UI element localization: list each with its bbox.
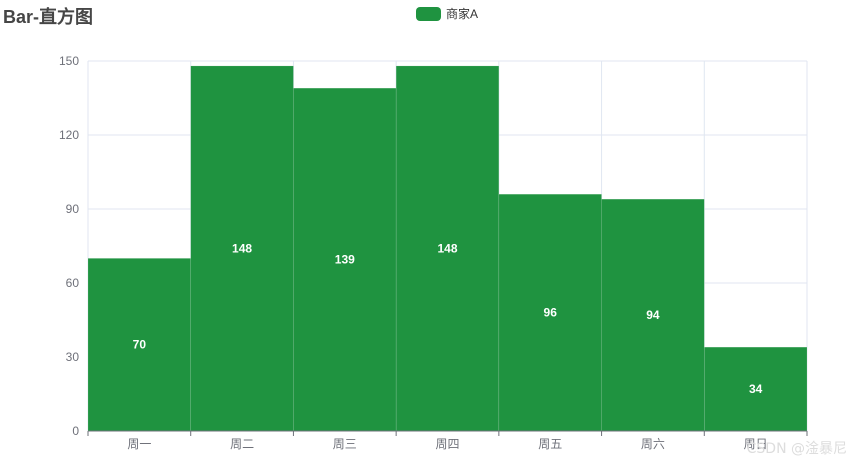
- x-tick-label: 周四: [435, 437, 459, 451]
- bar-value-label: 148: [437, 241, 457, 255]
- bar-value-label: 34: [749, 382, 763, 396]
- x-tick-label: 周六: [641, 437, 665, 451]
- bar-value-label: 94: [646, 308, 660, 322]
- x-tick-label: 周五: [538, 437, 562, 451]
- axes: 0 30 60 90 120 150 周一 周二 周三 周四 周五 周六 周日: [59, 54, 808, 451]
- chart-title: Bar-直方图: [3, 7, 94, 27]
- bar-周日[interactable]: [704, 346, 808, 432]
- x-tick-label: 周一: [127, 437, 151, 451]
- y-tick-label: 60: [66, 276, 80, 290]
- y-tick-label: 150: [59, 54, 79, 68]
- bar-周一[interactable]: [87, 258, 191, 432]
- bars: [87, 65, 808, 432]
- y-tick-label: 120: [59, 128, 79, 142]
- x-tick-label: 周三: [333, 437, 357, 451]
- bar-周三[interactable]: [293, 87, 397, 432]
- y-tick-label: 30: [66, 350, 80, 364]
- y-tick-label: 0: [72, 424, 79, 438]
- legend[interactable]: 商家A: [416, 5, 478, 22]
- bar-周四[interactable]: [395, 65, 500, 432]
- y-tick-label: 90: [66, 202, 80, 216]
- legend-label: 商家A: [446, 7, 479, 21]
- bar-value-label: 139: [335, 253, 355, 267]
- x-tick-label: 周二: [230, 437, 254, 451]
- watermark: CSDN @淦暴尼: [746, 441, 847, 457]
- data-labels: 70 148 139 148 96 94 34: [133, 241, 763, 396]
- bar-周六[interactable]: [601, 198, 705, 432]
- legend-swatch: [416, 6, 441, 21]
- bar-value-label: 96: [544, 306, 558, 320]
- bar-value-label: 70: [133, 338, 147, 352]
- x-tick-label: 周日: [744, 437, 768, 451]
- bar-周二[interactable]: [190, 65, 294, 432]
- bar-value-label: 148: [232, 241, 252, 255]
